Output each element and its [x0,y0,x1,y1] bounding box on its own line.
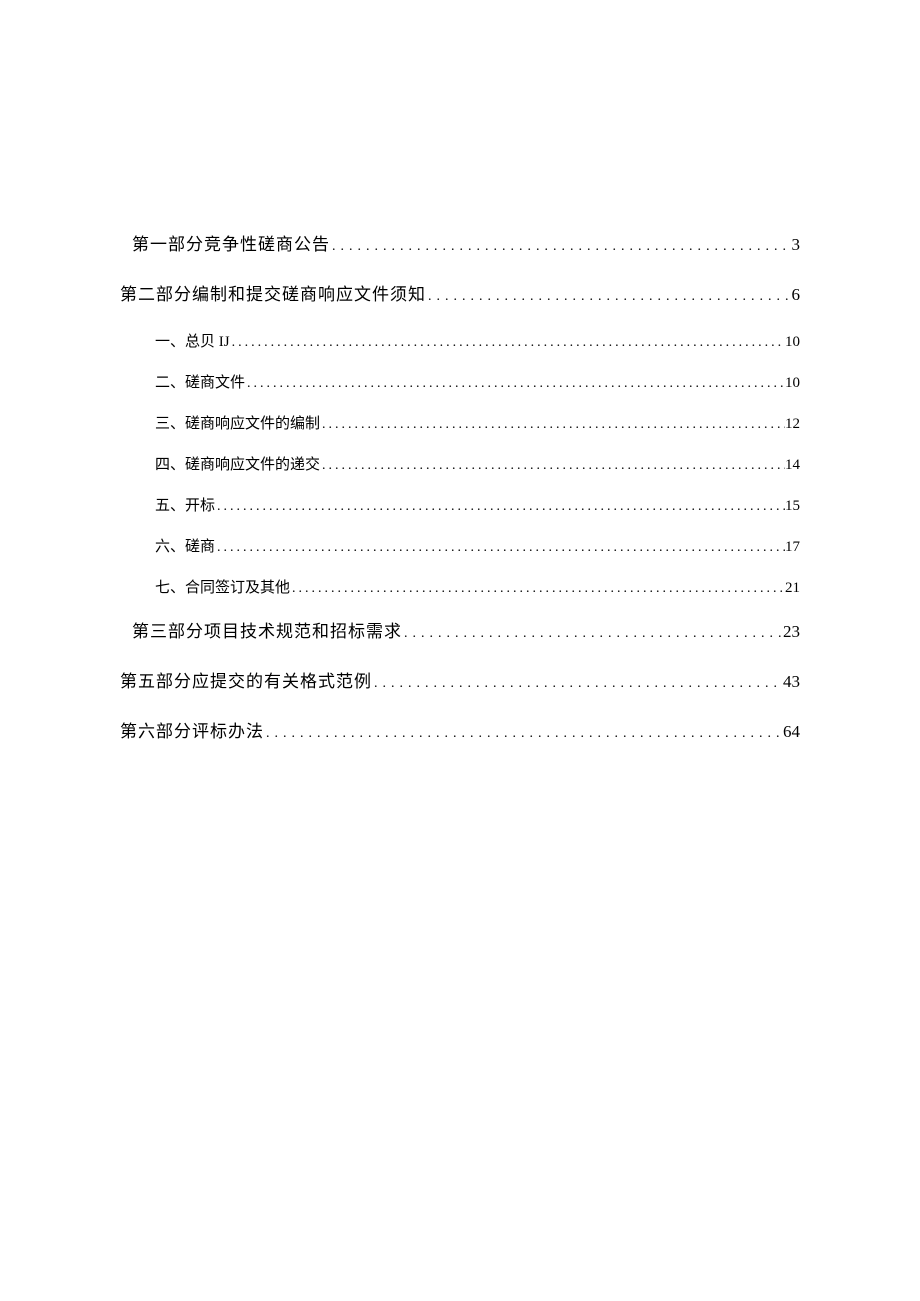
toc-leader-dots: ........................................… [320,458,785,474]
toc-entry-page: 64 [783,722,800,742]
toc-entry-0: 第一部分竞争性磋商公告.............................… [120,230,800,255]
toc-entry-page: 12 [785,416,800,433]
toc-leader-dots: ........................................… [372,676,783,692]
toc-entry-label: 七、合同签订及其他 [155,576,290,597]
toc-entry-page: 21 [785,580,800,597]
toc-leader-dots: ........................................… [290,581,785,597]
toc-entry-2: 一、总贝 IJ.................................… [120,330,800,351]
toc-entry-1: 第二部分编制和提交磋商响应文件须知.......................… [120,280,800,305]
toc-leader-dots: ........................................… [402,626,783,642]
toc-leader-dots: ........................................… [215,540,785,556]
toc-leader-dots: ........................................… [230,335,785,351]
toc-entry-label: 第六部分评标办法 [120,717,264,742]
toc-leader-dots: ........................................… [215,499,785,515]
toc-entry-6: 五、开标....................................… [120,494,800,515]
toc-entry-page: 17 [785,539,800,556]
toc-entry-page: 3 [792,235,801,255]
toc-entry-label: 四、磋商响应文件的递交 [155,453,320,474]
toc-entry-label: 六、磋商 [155,535,215,556]
toc-entry-11: 第六部分评标办法................................… [120,717,800,742]
toc-entry-page: 23 [783,622,800,642]
toc-entry-page: 10 [785,334,800,351]
toc-entry-label: 三、磋商响应文件的编制 [155,412,320,433]
toc-entry-4: 三、磋商响应文件的编制.............................… [120,412,800,433]
toc-entry-label: 一、总贝 IJ [155,330,230,351]
toc-entry-page: 43 [783,672,800,692]
toc-leader-dots: ........................................… [320,417,785,433]
toc-entry-page: 14 [785,457,800,474]
toc-entry-3: 二、磋商文件..................................… [120,371,800,392]
toc-entry-8: 七、合同签订及其他...............................… [120,576,800,597]
toc-entry-5: 四、磋商响应文件的递交.............................… [120,453,800,474]
toc-leader-dots: ........................................… [264,726,783,742]
table-of-contents: 第一部分竞争性磋商公告.............................… [120,230,800,742]
toc-entry-label: 第二部分编制和提交磋商响应文件须知 [120,280,426,305]
toc-entry-label: 第三部分项目技术规范和招标需求 [132,617,402,642]
toc-entry-label: 第五部分应提交的有关格式范例 [120,667,372,692]
toc-entry-page: 10 [785,375,800,392]
toc-entry-page: 6 [792,285,801,305]
toc-entry-label: 第一部分竞争性磋商公告 [132,230,330,255]
toc-entry-7: 六、磋商....................................… [120,535,800,556]
toc-leader-dots: ........................................… [245,376,785,392]
toc-entry-label: 二、磋商文件 [155,371,245,392]
toc-entry-label: 五、开标 [155,494,215,515]
toc-leader-dots: ........................................… [330,239,792,255]
toc-entry-9: 第三部分项目技术规范和招标需求.........................… [120,617,800,642]
toc-entry-page: 15 [785,498,800,515]
toc-entry-10: 第五部分应提交的有关格式范例..........................… [120,667,800,692]
toc-leader-dots: ........................................… [426,289,792,305]
